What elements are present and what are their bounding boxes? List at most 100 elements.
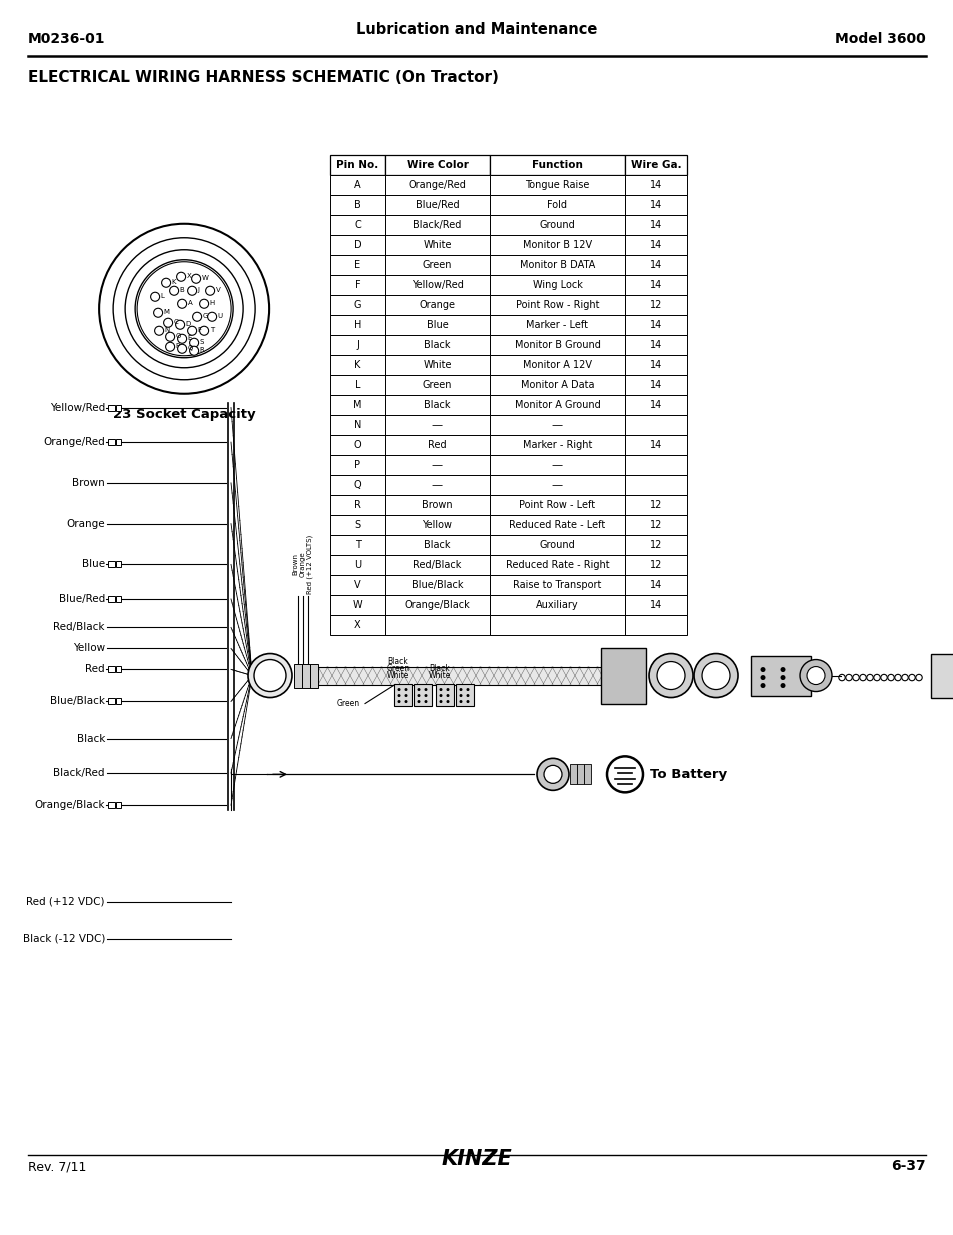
- Bar: [116, 699, 121, 704]
- Bar: [490, 235, 624, 254]
- Text: U: U: [354, 559, 360, 571]
- Bar: [108, 597, 115, 601]
- Text: White: White: [386, 671, 409, 679]
- Text: G: G: [354, 300, 361, 310]
- Text: R: R: [354, 500, 360, 510]
- Text: Monitor A Ground: Monitor A Ground: [514, 400, 599, 410]
- Text: E: E: [188, 335, 192, 341]
- Bar: [385, 555, 490, 576]
- Text: Yellow/Red: Yellow/Red: [50, 403, 105, 412]
- Bar: [624, 395, 686, 415]
- Bar: [385, 156, 490, 175]
- Bar: [108, 562, 115, 567]
- Bar: [583, 764, 590, 784]
- Bar: [385, 495, 490, 515]
- Bar: [330, 335, 385, 354]
- Text: Black: Black: [387, 657, 408, 666]
- Text: —: —: [432, 459, 442, 471]
- Text: B: B: [354, 200, 360, 210]
- Bar: [330, 375, 385, 395]
- Circle shape: [424, 700, 427, 703]
- Circle shape: [466, 700, 469, 703]
- Circle shape: [397, 694, 400, 697]
- Circle shape: [446, 688, 449, 692]
- Text: KINZE: KINZE: [441, 1149, 512, 1170]
- Circle shape: [164, 319, 172, 327]
- Bar: [490, 576, 624, 595]
- Text: Blue/Red: Blue/Red: [59, 594, 105, 604]
- Text: Wire Ga.: Wire Ga.: [630, 161, 680, 170]
- Text: C: C: [354, 220, 360, 230]
- Bar: [317, 667, 600, 684]
- Bar: [330, 515, 385, 535]
- Text: O: O: [354, 440, 361, 450]
- Text: 14: 14: [649, 261, 661, 270]
- Text: Raise to Transport: Raise to Transport: [513, 580, 601, 590]
- Text: W: W: [353, 600, 362, 610]
- Text: Red/Black: Red/Black: [53, 622, 105, 632]
- Circle shape: [177, 299, 187, 309]
- Bar: [385, 375, 490, 395]
- Text: White: White: [428, 671, 451, 679]
- Circle shape: [459, 700, 462, 703]
- Bar: [385, 175, 490, 195]
- Bar: [385, 295, 490, 315]
- Circle shape: [208, 312, 216, 321]
- Circle shape: [466, 688, 469, 692]
- Text: Green: Green: [386, 663, 409, 673]
- Bar: [624, 175, 686, 195]
- Circle shape: [701, 662, 729, 689]
- Bar: [108, 803, 115, 808]
- Bar: [385, 454, 490, 475]
- Circle shape: [176, 272, 186, 282]
- Text: 14: 14: [649, 400, 661, 410]
- Text: 14: 14: [649, 200, 661, 210]
- Bar: [116, 562, 121, 567]
- Bar: [330, 576, 385, 595]
- Text: 12: 12: [649, 559, 661, 571]
- Text: 14: 14: [649, 280, 661, 290]
- Text: X: X: [187, 273, 192, 279]
- Bar: [330, 254, 385, 275]
- Circle shape: [417, 694, 420, 697]
- Circle shape: [417, 688, 420, 692]
- Circle shape: [175, 320, 185, 330]
- Text: Point Row - Left: Point Row - Left: [518, 500, 595, 510]
- Text: —: —: [552, 459, 562, 471]
- Circle shape: [800, 659, 831, 692]
- Bar: [394, 683, 412, 705]
- Text: L: L: [355, 380, 360, 390]
- Text: —: —: [432, 480, 442, 490]
- Text: 14: 14: [649, 440, 661, 450]
- Text: —: —: [432, 420, 442, 430]
- Bar: [330, 454, 385, 475]
- Text: P: P: [355, 459, 360, 471]
- Bar: [385, 215, 490, 235]
- Bar: [330, 415, 385, 435]
- Bar: [624, 454, 686, 475]
- Bar: [330, 435, 385, 454]
- Bar: [490, 595, 624, 615]
- Text: R: R: [199, 347, 204, 353]
- Bar: [116, 405, 121, 410]
- Circle shape: [193, 312, 201, 321]
- Bar: [330, 535, 385, 555]
- Circle shape: [780, 683, 784, 688]
- Bar: [624, 195, 686, 215]
- Bar: [385, 595, 490, 615]
- Bar: [310, 663, 317, 688]
- Bar: [490, 215, 624, 235]
- Text: Red: Red: [85, 664, 105, 674]
- Circle shape: [397, 688, 400, 692]
- Bar: [330, 275, 385, 295]
- Text: —: —: [552, 420, 562, 430]
- Circle shape: [424, 694, 427, 697]
- Text: V: V: [354, 580, 360, 590]
- Text: Ground: Ground: [539, 220, 575, 230]
- Text: Lubrication and Maintenance: Lubrication and Maintenance: [355, 22, 598, 37]
- Bar: [490, 354, 624, 375]
- Text: Red (+12 VDC): Red (+12 VDC): [27, 897, 105, 906]
- Bar: [490, 156, 624, 175]
- Text: G: G: [202, 312, 208, 319]
- Circle shape: [190, 338, 198, 347]
